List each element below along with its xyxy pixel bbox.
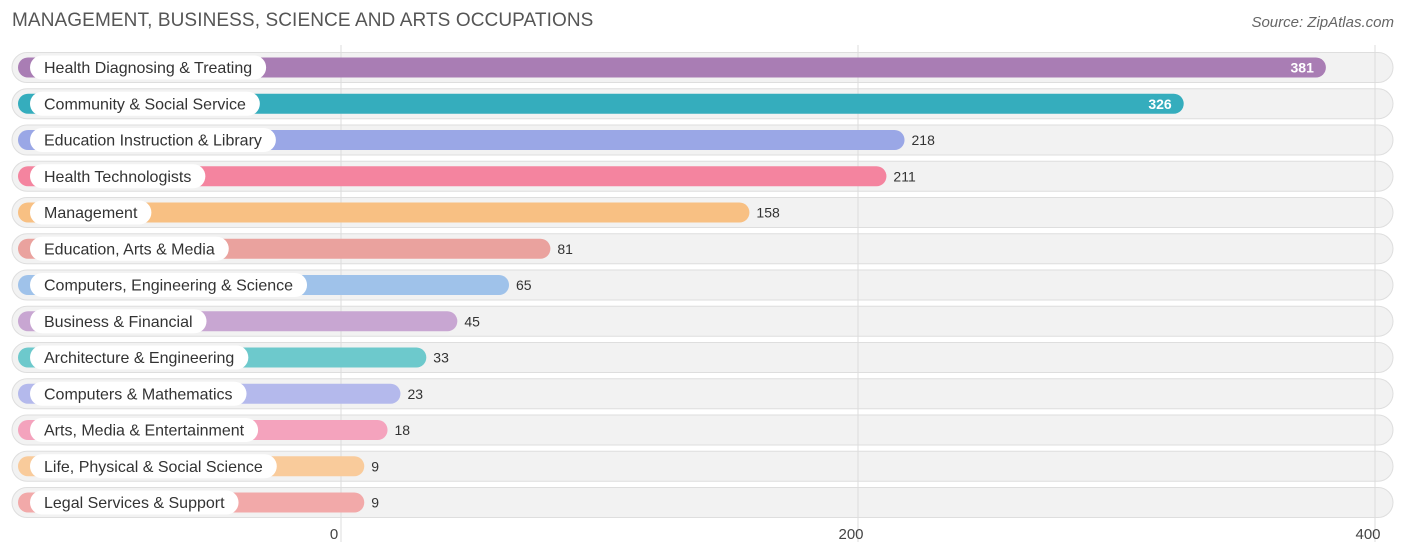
category-label-pill [30,164,206,189]
category-label: Education, Arts & Media [44,241,215,258]
value-label: 211 [893,168,916,184]
value-label: 81 [557,241,573,257]
category-label: Health Technologists [44,169,191,186]
category-label: Community & Social Service [44,96,246,113]
value-label: 18 [395,422,411,438]
x-tick-label: 400 [1355,526,1380,543]
value-label: 45 [464,313,480,329]
category-label-pill [30,381,247,406]
rows-layer: Health Diagnosing & Treating 381 Community… [11,45,1394,542]
chart-title: MANAGEMENT, BUSINESS, SCIENCE AND ARTS O… [12,10,594,31]
category-label: Architecture & Engineering [44,350,234,367]
category-label-pill [30,309,207,334]
category-label-pill [30,273,308,297]
category-label-pill [30,200,152,225]
value-label: 158 [756,205,780,221]
bar [18,57,1326,78]
x-tick-label: 200 [838,526,863,543]
category-label-pill [30,345,249,370]
x-axis: 0 200 400 [330,526,1381,543]
value-label: 33 [433,350,449,366]
category-label: Computers & Mathematics [44,386,233,403]
value-label: 218 [912,132,936,148]
category-label: Management [44,205,138,222]
category-label-pill [30,418,259,442]
category-label-pill [30,236,229,261]
category-label-pill [30,128,276,152]
source-note: Source: ZipAtlas.com [1251,14,1394,31]
category-label: Arts, Media & Entertainment [44,423,245,440]
value-label: 65 [516,277,532,293]
category-label: Legal Services & Support [44,495,225,512]
bar [18,202,750,223]
category-label-pill [30,55,267,80]
bar [18,166,887,187]
value-label: 9 [371,495,379,511]
category-label: Education Instruction & Library [44,133,262,150]
value-label: 23 [407,386,423,402]
category-label: Business & Financial [44,314,193,331]
value-label: 326 [1148,96,1172,112]
value-label: 9 [371,458,379,474]
x-tick-label: 0 [330,526,338,543]
category-label: Life, Physical & Social Science [44,459,263,476]
category-label-pill [30,454,277,479]
category-label: Computers, Engineering & Science [44,278,293,295]
bar [18,93,1184,114]
value-label: 381 [1291,60,1315,76]
category-label-pill [30,91,260,116]
category-label: Health Diagnosing & Treating [44,60,252,77]
category-label-pill [30,490,239,515]
